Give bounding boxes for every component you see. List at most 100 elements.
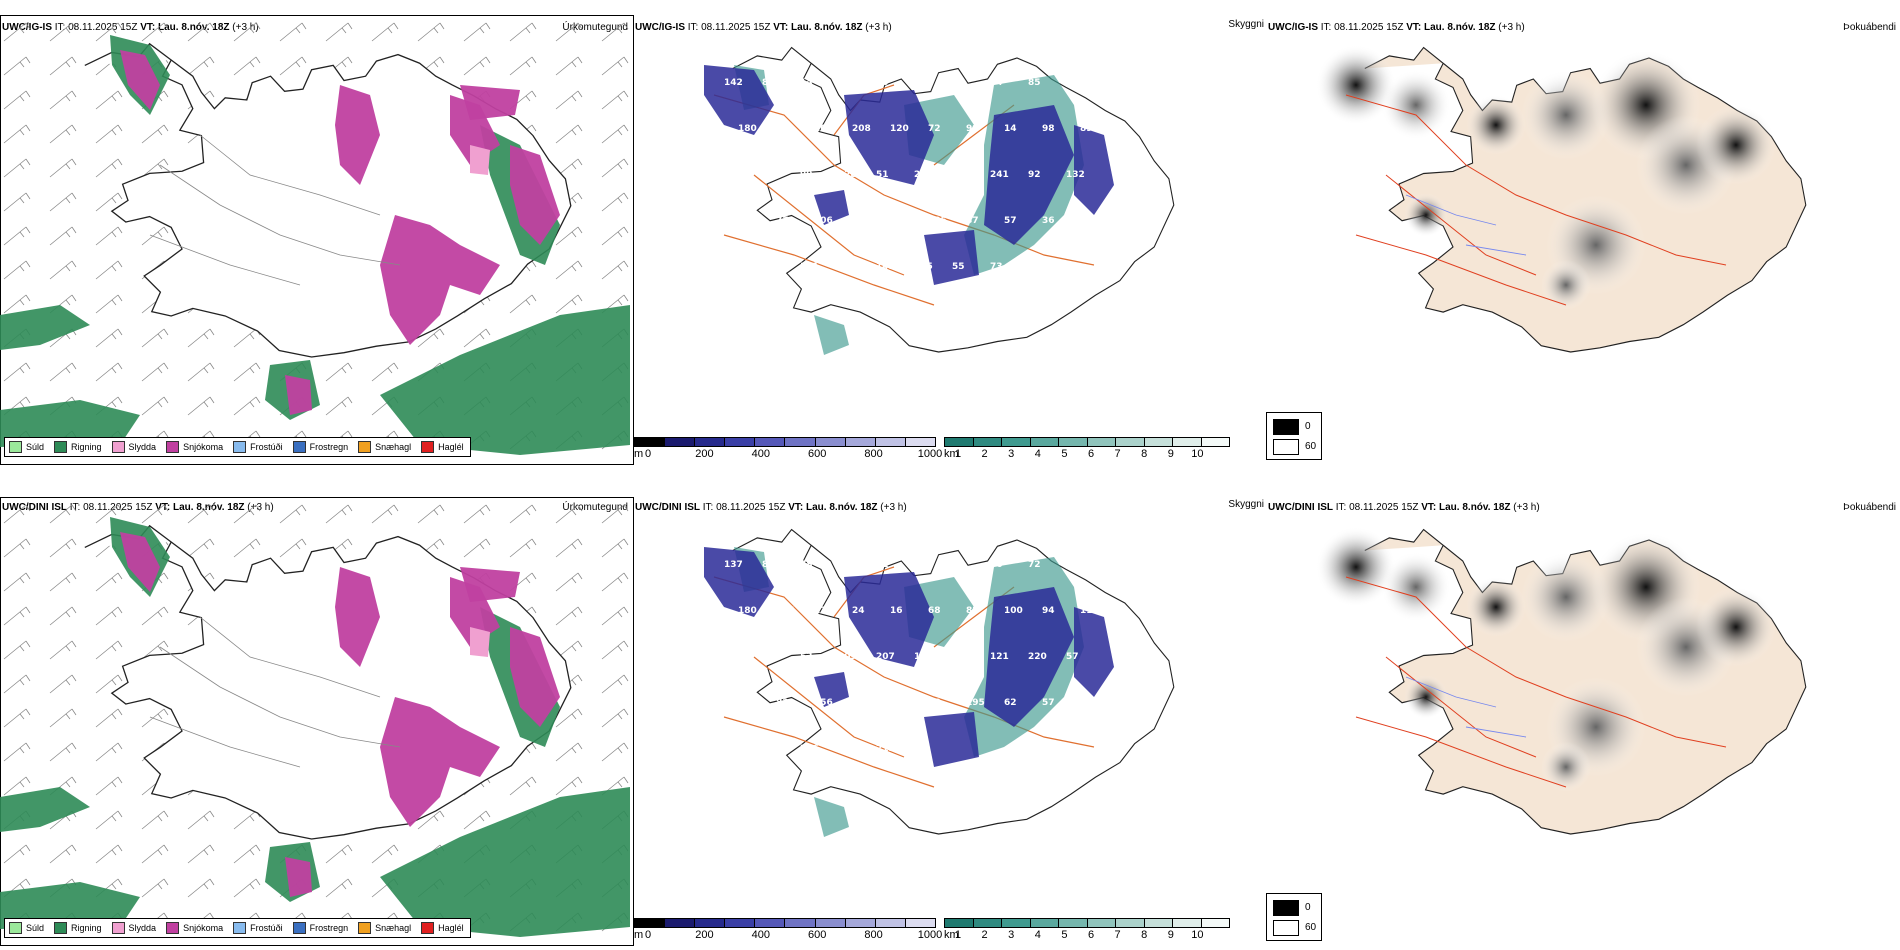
colorbar-tick: 200 xyxy=(695,448,714,460)
colorbar-swatch xyxy=(1002,438,1031,446)
legend-item-1: Rigning xyxy=(50,922,108,934)
colorbar-swatch xyxy=(725,438,756,446)
fog-panel-row2 xyxy=(1266,497,1900,944)
colorbar-unit: km xyxy=(944,448,959,460)
model-name: UWC/IG-IS xyxy=(2,22,52,33)
legend-label: Snæhagl xyxy=(375,442,412,452)
lead-time: (+3 h) xyxy=(1513,502,1540,513)
colorbar-tick: 9 xyxy=(1167,929,1174,941)
header-visibility-row2: UWC/DINI ISL IT: 08.11.2025 15Z VT: Lau.… xyxy=(635,502,907,513)
colorbar-swatch xyxy=(695,438,726,446)
colorbar-tick: 8 xyxy=(1141,929,1148,941)
legend-label: Haglél xyxy=(438,923,464,933)
fog-title-row1: Þokuábendi xyxy=(1843,22,1896,33)
colorbar-swatch xyxy=(1173,438,1202,446)
colorbar-tick: 200 xyxy=(695,929,714,941)
legend-swatch xyxy=(166,922,180,934)
visibility-panel-row1 xyxy=(634,15,1266,463)
lead-time: (+3 h) xyxy=(247,502,274,513)
model-name: UWC/DINI ISL xyxy=(1268,502,1333,513)
colorbar-swatch xyxy=(1173,919,1202,927)
colorbar-swatch xyxy=(785,919,816,927)
legend-label: Rigning xyxy=(71,923,102,933)
height-colorbar-ticks: m 0 200 400 600 800 1000 xyxy=(634,928,942,942)
model-name: UWC/DINI ISL xyxy=(635,502,700,513)
colorbar-swatch xyxy=(815,438,846,446)
colorbar-unit: m xyxy=(634,929,644,941)
it-value: 08.11.2025 15Z xyxy=(1349,502,1419,513)
colorbar-unit: m xyxy=(634,448,644,460)
colorbar-swatch xyxy=(1144,919,1173,927)
legend-label: Haglél xyxy=(438,442,464,452)
legend-label: Súld xyxy=(26,442,45,452)
legend-item-2: Slydda xyxy=(108,922,163,934)
header-fog-row1: UWC/IG-IS IT: 08.11.2025 15Z VT: Lau. 8.… xyxy=(1268,22,1525,33)
colorbar-swatch xyxy=(1201,919,1229,927)
colorbar-swatch xyxy=(1059,438,1088,446)
colorbar-tick: 4 xyxy=(1034,929,1041,941)
visibility-panel-row2 xyxy=(634,497,1266,944)
legend-label: Slydda xyxy=(128,923,157,933)
colorbar-swatch xyxy=(973,919,1002,927)
header-precip-row1: UWC/IG-IS IT: 08.11.2025 15Z VT: Lau. 8.… xyxy=(2,22,259,33)
legend-label: Frostúði xyxy=(250,923,283,933)
header-fog-row2: UWC/DINI ISL IT: 08.11.2025 15Z VT: Lau.… xyxy=(1268,502,1540,513)
colorbar-swatch xyxy=(1087,919,1116,927)
colorbar-swatch xyxy=(845,438,876,446)
colorbar-tick: 5 xyxy=(1061,929,1068,941)
it-label: IT: xyxy=(702,502,714,513)
colorbar-swatch xyxy=(1087,438,1116,446)
legend-label: Snjókoma xyxy=(183,923,224,933)
legend-item-6: Snæhagl xyxy=(354,922,417,934)
legend-swatch xyxy=(233,441,247,453)
legend-swatch xyxy=(421,441,435,453)
colorbar-tick: 1 xyxy=(954,448,962,460)
visibility-colorbar-swatches xyxy=(944,918,1230,928)
colorbar-tick: 1000 xyxy=(917,448,943,460)
legend-swatch xyxy=(9,441,22,453)
fog-legend-row2: 0 60 xyxy=(1266,893,1322,941)
legend-swatch xyxy=(54,441,68,453)
colorbar-swatch xyxy=(945,919,974,927)
colorbar-swatch xyxy=(875,919,906,927)
legend-item-6: Snæhagl xyxy=(354,441,417,453)
colorbar-tick: 6 xyxy=(1087,929,1095,941)
lead-time: (+3 h) xyxy=(880,502,907,513)
colorbar-swatch xyxy=(1116,919,1145,927)
colorbar-tick: 800 xyxy=(864,448,883,460)
colorbar-tick: 600 xyxy=(808,448,827,460)
vt-label: VT: xyxy=(155,502,171,513)
vt-label: VT: xyxy=(140,22,156,33)
colorbar-tick: 2 xyxy=(981,448,988,460)
colorbar-swatch xyxy=(1144,438,1173,446)
legend-label: Snæhagl xyxy=(375,923,412,933)
it-value: 08.11.2025 15Z xyxy=(1334,22,1404,33)
colorbar-swatch xyxy=(665,438,696,446)
it-value: 08.11.2025 15Z xyxy=(716,502,786,513)
colorbar-swatch xyxy=(905,919,935,927)
colorbar-tick: 1 xyxy=(954,929,962,941)
colorbar-swatch xyxy=(755,438,786,446)
colorbar-tick: 3 xyxy=(1008,448,1015,460)
vt-value: Lau. 8.nóv. 18Z xyxy=(791,22,863,33)
visibility-colorbar-row2: km 1 2 3 4 5 6 7 8 9 10 xyxy=(944,918,1230,942)
colorbar-swatch xyxy=(1201,438,1229,446)
it-label: IT: xyxy=(1320,22,1332,33)
legend-swatch xyxy=(111,922,125,934)
vt-label: VT: xyxy=(1406,22,1422,33)
precip-panel-row1 xyxy=(0,15,634,465)
fog-swatch-dark xyxy=(1273,900,1299,916)
colorbar-swatch xyxy=(875,438,906,446)
legend-swatch xyxy=(9,922,22,934)
model-name: UWC/IG-IS xyxy=(1268,22,1318,33)
legend-item-7: Haglél xyxy=(417,441,470,453)
legend-swatch xyxy=(358,922,372,934)
it-value: 08.11.2025 15Z xyxy=(83,502,153,513)
colorbar-tick: 0 xyxy=(644,448,652,460)
legend-item-3: Snjókoma xyxy=(162,441,229,453)
colorbar-tick: 400 xyxy=(751,929,770,941)
colorbar-tick: 7 xyxy=(1114,929,1121,941)
legend-item-0: Súld xyxy=(5,441,50,453)
legend-item-1: Rigning xyxy=(50,441,108,453)
legend-item-4: Frostúði xyxy=(229,441,289,453)
